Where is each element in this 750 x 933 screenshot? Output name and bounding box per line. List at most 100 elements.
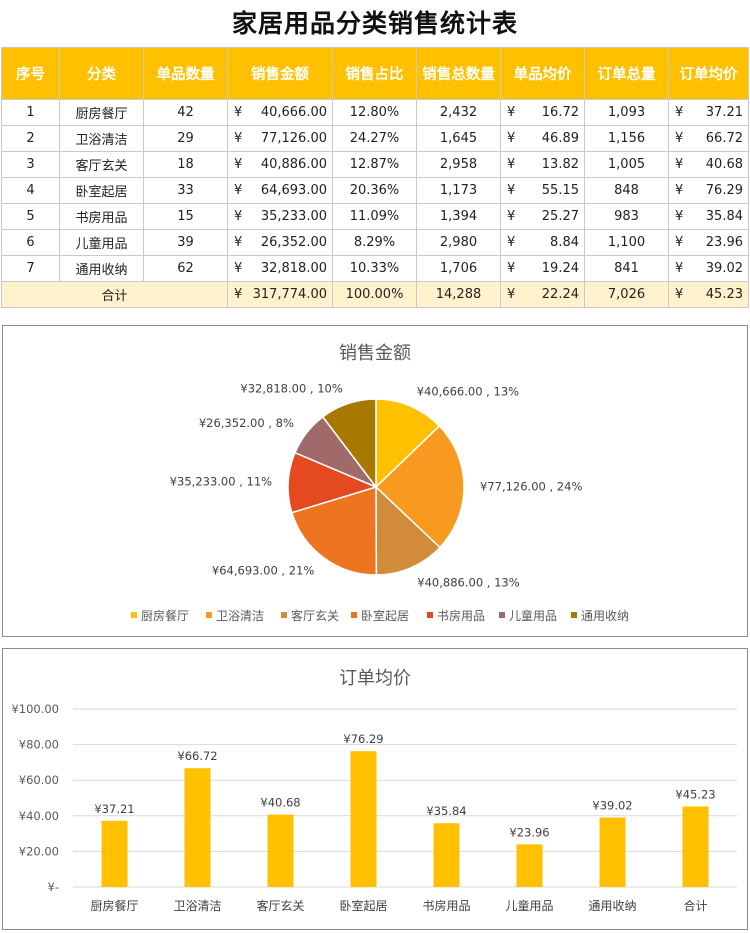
table-cell: 卫浴清洁	[59, 125, 144, 152]
table-cell: 20.36%	[332, 177, 417, 204]
table-cell: 1,394	[416, 203, 501, 230]
currency-symbol: ¥	[675, 131, 684, 146]
bar	[350, 751, 377, 887]
x-tick-label: 厨房餐厅	[90, 898, 138, 913]
bar-data-label: ¥40.68	[260, 796, 300, 810]
table-cell: 1,706	[416, 255, 501, 282]
legend-swatch	[427, 612, 433, 618]
currency-symbol: ¥	[234, 131, 243, 146]
pie-slice	[375, 398, 441, 489]
currency-cell: ¥22.24	[500, 281, 585, 308]
x-tick-label: 儿童用品	[505, 898, 553, 913]
x-tick-label: 客厅玄关	[256, 898, 304, 913]
column-header: 销售占比	[332, 47, 417, 100]
table-cell: 1,173	[416, 177, 501, 204]
table-cell: 书房用品	[59, 203, 144, 230]
currency-value: 77,126.00	[260, 131, 327, 146]
currency-symbol: ¥	[507, 261, 516, 276]
currency-cell: ¥45.23	[668, 281, 749, 308]
currency-symbol: ¥	[507, 287, 516, 302]
currency-cell: ¥40,886.00	[227, 151, 333, 178]
currency-cell: ¥35,233.00	[227, 203, 333, 230]
bar	[184, 768, 211, 887]
currency-cell: ¥39.02	[668, 255, 749, 282]
table-cell: 厨房餐厅	[59, 99, 144, 126]
column-header: 序号	[1, 47, 60, 100]
table-cell: 7	[1, 255, 60, 282]
table-cell: 6	[1, 229, 60, 256]
currency-value: 16.72	[541, 105, 579, 120]
table-row: 4 卧室起居 33 ¥64,693.00 20.36% 1,173 ¥55.15 848 ¥76…	[1, 177, 749, 204]
x-tick-label: 通用收纳	[588, 899, 636, 913]
currency-value: 23.96	[705, 235, 743, 250]
pie-chart-panel: 销售金额 ¥40,666.00 , 13% ¥77,126.00 , 24% ¥40…	[2, 325, 748, 637]
currency-cell: ¥55.15	[500, 177, 585, 204]
bar-chart-panel: 订单均价 ¥- ¥20.00 ¥40.00 ¥60.00 ¥80.00 ¥100.00 ¥3…	[2, 648, 748, 930]
bar-data-label: ¥37.21	[94, 802, 134, 816]
currency-value: 25.27	[541, 209, 579, 224]
currency-value: 22.24	[541, 287, 579, 302]
table-cell: 848	[584, 177, 669, 204]
bar	[516, 844, 543, 887]
currency-cell: ¥37.21	[668, 99, 749, 126]
legend-swatch	[206, 612, 212, 618]
table-cell: 12.80%	[332, 99, 417, 126]
currency-symbol: ¥	[507, 131, 516, 146]
pie-data-label: ¥40,886.00 , 13%	[417, 575, 519, 589]
currency-symbol: ¥	[675, 157, 684, 172]
bar	[599, 817, 626, 887]
column-header: 订单均价	[668, 47, 749, 100]
column-header: 销售金额	[227, 47, 333, 100]
currency-cell: ¥25.27	[500, 203, 585, 230]
currency-value: 39.02	[705, 261, 743, 276]
bar-data-label: ¥76.29	[343, 732, 383, 746]
legend-swatch	[499, 612, 505, 618]
bar	[682, 806, 709, 887]
column-header: 单品数量	[143, 47, 228, 100]
table-cell: 1,005	[584, 151, 669, 178]
currency-value: 64,693.00	[260, 183, 327, 198]
table-cell: 5	[1, 203, 60, 230]
currency-cell: ¥76.29	[668, 177, 749, 204]
bar	[433, 823, 460, 887]
y-tick-label: ¥-	[48, 880, 59, 894]
currency-value: 35,233.00	[260, 209, 327, 224]
y-tick-label: ¥60.00	[19, 773, 59, 787]
table-cell: 通用收纳	[59, 255, 144, 282]
y-tick-label: ¥40.00	[19, 809, 59, 823]
currency-value: 40.68	[705, 157, 743, 172]
table-cell: 24.27%	[332, 125, 417, 152]
table-cell: 33	[143, 177, 228, 204]
currency-value: 40,886.00	[260, 157, 327, 172]
currency-value: 76.29	[705, 183, 743, 198]
currency-value: 66.72	[705, 131, 743, 146]
column-header: 销售总数量	[416, 47, 501, 100]
table-cell: 14,288	[416, 281, 501, 308]
table-row: 7 通用收纳 62 ¥32,818.00 10.33% 1,706 ¥19.24 841 ¥39…	[1, 255, 749, 282]
pie-slice	[374, 424, 465, 549]
pie-data-label: ¥32,818.00 , 10%	[240, 381, 342, 395]
currency-cell: ¥16.72	[500, 99, 585, 126]
table-cell: 2,958	[416, 151, 501, 178]
currency-cell: ¥66.72	[668, 125, 749, 152]
currency-cell: ¥317,774.00	[227, 281, 333, 308]
table-cell: 983	[584, 203, 669, 230]
currency-value: 26,352.00	[260, 235, 327, 250]
currency-symbol: ¥	[234, 209, 243, 224]
bar	[101, 820, 128, 887]
currency-symbol: ¥	[507, 157, 516, 172]
x-tick-label: 书房用品	[422, 898, 470, 913]
table-row: 3 客厅玄关 18 ¥40,886.00 12.87% 2,958 ¥13.82 1,005 ¥…	[1, 151, 749, 178]
currency-value: 32,818.00	[260, 261, 327, 276]
currency-cell: ¥40,666.00	[227, 99, 333, 126]
currency-value: 8.84	[550, 235, 579, 250]
currency-cell: ¥32,818.00	[227, 255, 333, 282]
legend-swatch	[131, 612, 137, 618]
currency-symbol: ¥	[675, 209, 684, 224]
legend-label: 厨房餐厅	[141, 608, 189, 623]
currency-symbol: ¥	[675, 261, 684, 276]
legend-swatch	[281, 612, 287, 618]
column-header: 订单总量	[584, 47, 669, 100]
column-header: 单品均价	[500, 47, 585, 100]
currency-cell: ¥26,352.00	[227, 229, 333, 256]
